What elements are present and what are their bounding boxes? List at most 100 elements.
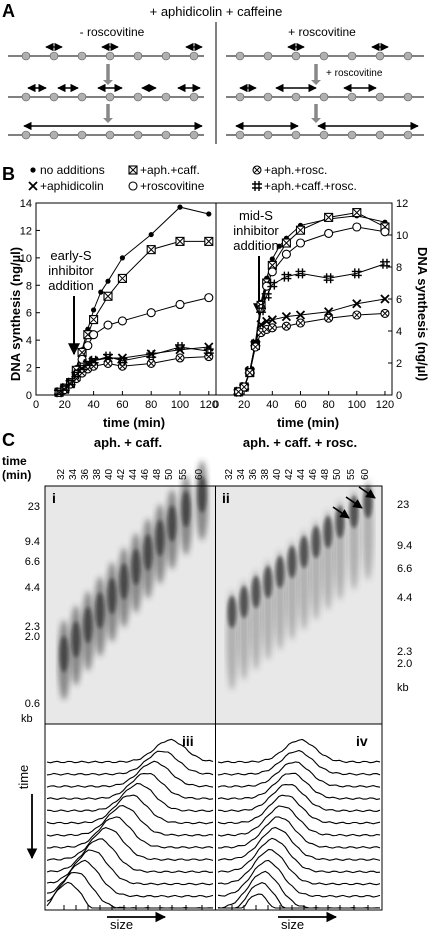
marker-circle-x-cross xyxy=(253,166,261,174)
annotation-line: inhibitor xyxy=(233,223,279,238)
marker-x xyxy=(28,181,38,191)
y-axis-label-left: DNA synthesis (ng/µl) xyxy=(8,247,23,381)
marker-open-circle xyxy=(380,227,390,237)
profile-trace xyxy=(217,826,381,861)
gel-band xyxy=(155,520,165,556)
marker-dot xyxy=(91,307,97,313)
profile-trace xyxy=(218,816,381,849)
marker-dot xyxy=(30,167,36,173)
marker-circle-x-cross xyxy=(252,343,259,351)
y-tick-label: 12 xyxy=(396,198,408,210)
origin xyxy=(235,130,245,140)
marker-open-circle xyxy=(103,320,113,330)
marker-circle-x-cross xyxy=(176,354,184,362)
origin xyxy=(189,92,199,102)
marker-dot xyxy=(206,211,212,217)
origin xyxy=(263,51,273,61)
marker-box-x-cross xyxy=(128,165,138,175)
size-marker: 23 xyxy=(397,499,409,511)
profile-trace xyxy=(47,816,214,849)
marker-hash xyxy=(77,362,88,373)
panel-a-right-label: + roscovitine xyxy=(288,25,356,39)
gel-frame: i ii xyxy=(44,460,383,725)
size-marker: 4.4 xyxy=(25,582,40,594)
kb-label-left: kb xyxy=(21,713,33,725)
gel-smears-left xyxy=(58,460,208,700)
marker-open-circle xyxy=(204,293,214,303)
marker-box-x-cross xyxy=(77,348,87,357)
panel-c: C time (min) aph. + caff. aph. + caff. +… xyxy=(2,430,412,932)
size-marker: 6.6 xyxy=(25,556,40,568)
origin xyxy=(403,51,413,61)
y-tick-label: 4 xyxy=(26,335,32,347)
x-tick-label: 80 xyxy=(145,399,157,411)
profile-trace xyxy=(46,849,214,886)
sub-panel-iv: iv xyxy=(356,733,368,749)
y-tick-label: 2 xyxy=(396,358,402,370)
marker-hash xyxy=(323,273,334,284)
gel-band xyxy=(95,592,105,629)
marker-dot xyxy=(105,278,111,284)
x-tick-label: 120 xyxy=(376,399,394,411)
origin xyxy=(375,51,385,61)
marker-circle-x-cross xyxy=(283,323,290,330)
y-axis-label-right: DNA synthesis (ng/µl) xyxy=(415,247,430,381)
marker-box-x-cross xyxy=(352,208,362,217)
x-tick-label: 80 xyxy=(323,399,335,411)
annotation-early-s: early-S inhibitor addition xyxy=(48,248,94,356)
gel-band xyxy=(71,621,81,658)
marker-x xyxy=(267,315,277,325)
origin xyxy=(291,51,301,61)
time-label: time xyxy=(2,454,27,468)
size-marker: 9.4 xyxy=(397,540,412,552)
x-tick-label: 60 xyxy=(116,399,128,411)
profile-trace xyxy=(217,761,381,788)
panel-a-letter: A xyxy=(2,1,15,21)
marker-x xyxy=(324,307,334,317)
size-marker: 2.3 xyxy=(397,646,412,658)
marker-open-circle xyxy=(281,249,291,259)
legend-label: no additions xyxy=(40,163,105,177)
lane-label: 44 xyxy=(296,468,307,480)
origin xyxy=(375,92,385,102)
marker-hash xyxy=(103,351,113,362)
marker-x xyxy=(262,316,272,327)
time-axis-label: time xyxy=(16,765,31,790)
lane-label: 34 xyxy=(236,468,247,480)
chart-left: 0 2 4 6 8 10 12 14 0 20 40 60 80 100 120 xyxy=(20,198,218,411)
origin xyxy=(347,130,357,140)
origin xyxy=(319,92,329,102)
y-tick-label: 2 xyxy=(26,363,32,375)
lane-label: 48 xyxy=(320,468,331,480)
annotation-line: inhibitor xyxy=(48,263,94,278)
gel-band xyxy=(59,636,69,672)
size-marker: 2.3 xyxy=(25,621,40,633)
origin xyxy=(105,130,115,140)
marker-hash xyxy=(252,181,262,191)
panel-a-left-label: - roscovitine xyxy=(80,25,145,39)
legend-item-aph-caff-rosc: +aph.+caff.+rosc. xyxy=(252,179,357,193)
marker-hash xyxy=(65,377,76,388)
marker-x xyxy=(281,311,292,322)
x-tick-label: 60 xyxy=(294,399,306,411)
series-hash xyxy=(54,342,214,398)
marker-box-x-cross xyxy=(118,274,127,283)
series-line xyxy=(58,297,209,393)
marker-circle-x-cross xyxy=(241,383,248,391)
panel-c-letter: C xyxy=(2,430,15,450)
legend-item-aphidicolin: +aphidicolin xyxy=(28,179,104,193)
profile-trace xyxy=(46,782,214,813)
origin xyxy=(161,130,171,140)
marker-hash xyxy=(117,355,128,366)
annotation-line: addition xyxy=(48,278,94,293)
step-arrow-head xyxy=(103,80,113,85)
marker-hash xyxy=(88,355,99,366)
size-markers-left: 23 9.4 6.6 4.4 2.32.0 0.6 xyxy=(25,501,40,710)
gel-band xyxy=(107,578,117,614)
profile-trace xyxy=(46,805,214,837)
marker-box-x-cross xyxy=(296,225,305,235)
y-tick-label: 10 xyxy=(20,253,32,265)
y-tick-label: 10 xyxy=(396,230,408,242)
panel-a-title: + aphidicolin + caffeine xyxy=(150,4,283,19)
